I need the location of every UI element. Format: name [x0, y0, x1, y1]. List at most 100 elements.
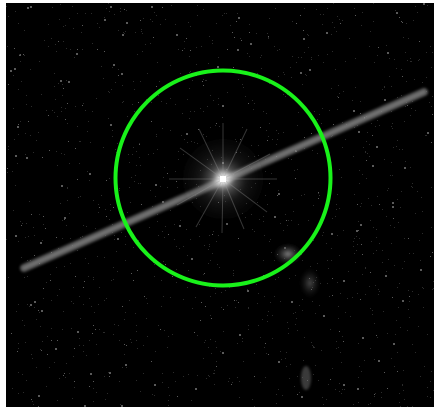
noise-speck: [294, 170, 295, 171]
noise-speck: [419, 41, 420, 42]
noise-speck: [277, 195, 278, 196]
noise-speck: [136, 165, 137, 166]
noise-speck: [172, 276, 173, 277]
noise-speck: [318, 192, 319, 193]
noise-speck: [183, 263, 184, 264]
noise-speck: [288, 158, 289, 159]
noise-speck: [139, 157, 140, 158]
noise-speck: [368, 198, 369, 199]
noise-speck: [339, 208, 340, 209]
noise-speck: [33, 152, 34, 153]
noise-speck: [292, 199, 293, 200]
noise-speck: [197, 335, 198, 336]
noise-speck: [180, 220, 181, 221]
noise-speck: [377, 120, 378, 121]
noise-speck: [364, 360, 365, 361]
noise-speck: [362, 337, 364, 339]
noise-speck: [160, 329, 161, 330]
noise-speck: [62, 84, 63, 85]
noise-speck: [389, 76, 390, 77]
noise-speck: [381, 392, 382, 393]
noise-speck: [369, 286, 370, 287]
noise-speck: [120, 11, 121, 12]
noise-speck: [422, 82, 423, 83]
noise-speck: [407, 105, 408, 106]
noise-speck: [267, 315, 268, 316]
noise-speck: [326, 243, 327, 244]
noise-speck: [65, 377, 66, 378]
noise-speck: [248, 329, 249, 330]
noise-speck: [259, 219, 260, 220]
noise-speck: [382, 262, 383, 263]
noise-speck: [186, 229, 187, 230]
noise-speck: [426, 77, 427, 78]
noise-speck: [412, 291, 413, 292]
noise-speck: [66, 80, 67, 81]
noise-speck: [59, 19, 60, 20]
noise-speck: [79, 296, 80, 297]
noise-speck: [60, 80, 62, 82]
noise-speck: [25, 133, 26, 134]
noise-speck: [374, 62, 375, 63]
noise-speck: [36, 319, 37, 320]
noise-speck: [376, 250, 377, 251]
noise-speck: [276, 130, 277, 131]
noise-speck: [267, 321, 268, 322]
noise-speck: [407, 406, 408, 407]
noise-speck: [260, 57, 261, 58]
noise-speck: [143, 345, 144, 346]
noise-speck: [327, 283, 328, 284]
noise-speck: [93, 279, 94, 280]
noise-speck: [30, 135, 31, 136]
noise-speck: [426, 135, 427, 136]
noise-speck: [18, 348, 19, 349]
noise-speck: [252, 229, 253, 230]
noise-speck: [257, 303, 258, 304]
noise-speck: [86, 226, 87, 227]
noise-speck: [413, 20, 414, 21]
noise-speck: [252, 100, 253, 101]
noise-speck: [299, 392, 300, 393]
noise-speck: [297, 125, 298, 126]
noise-speck: [62, 220, 63, 221]
noise-speck: [392, 297, 393, 298]
noise-speck: [70, 49, 71, 50]
noise-speck: [89, 340, 90, 341]
noise-speck: [333, 3, 334, 4]
noise-speck: [319, 305, 320, 306]
noise-speck: [112, 136, 113, 137]
noise-speck: [411, 61, 412, 62]
noise-speck: [298, 112, 299, 113]
noise-speck: [209, 376, 210, 377]
noise-speck: [77, 179, 78, 180]
noise-speck: [403, 390, 404, 391]
noise-speck: [373, 21, 374, 22]
noise-speck: [51, 38, 52, 39]
noise-speck: [57, 165, 58, 166]
noise-speck: [320, 14, 321, 15]
noise-speck: [269, 241, 270, 242]
noise-speck: [314, 111, 315, 112]
noise-speck: [384, 159, 385, 160]
noise-speck: [57, 400, 58, 401]
secondary-faint-source: [272, 242, 322, 390]
noise-speck: [272, 338, 273, 339]
noise-speck: [30, 6, 32, 8]
noise-speck: [150, 43, 151, 44]
noise-speck: [211, 318, 212, 319]
noise-speck: [275, 279, 276, 280]
noise-speck: [201, 46, 202, 47]
noise-speck: [43, 288, 44, 289]
noise-speck: [89, 173, 91, 175]
noise-speck: [249, 32, 250, 33]
noise-speck: [297, 330, 298, 331]
noise-speck: [400, 327, 401, 328]
noise-speck: [110, 124, 112, 126]
noise-speck: [338, 318, 339, 319]
noise-speck: [269, 123, 270, 124]
noise-speck: [423, 307, 424, 308]
noise-speck: [295, 324, 296, 325]
noise-speck: [277, 139, 278, 140]
noise-speck: [338, 85, 339, 86]
noise-speck: [354, 253, 355, 254]
